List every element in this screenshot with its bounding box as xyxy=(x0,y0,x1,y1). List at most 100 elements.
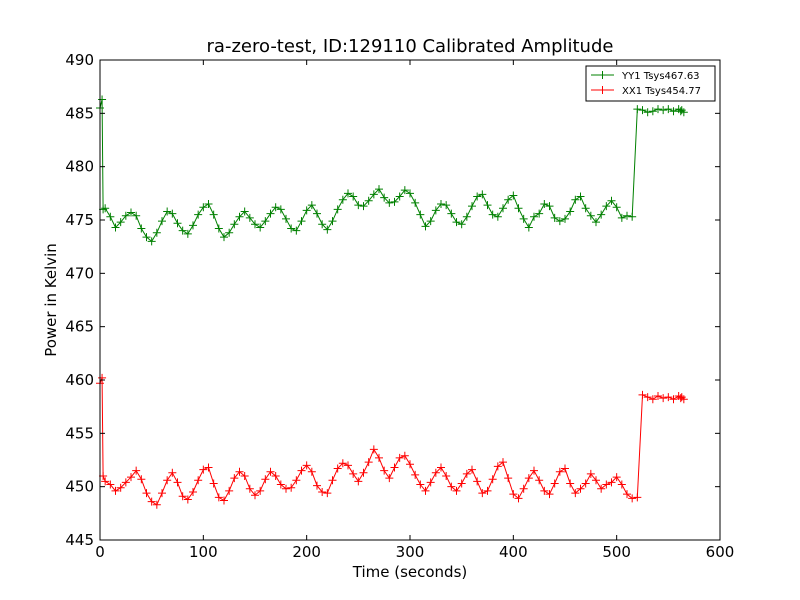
data-point xyxy=(328,476,337,485)
data-point xyxy=(524,474,533,483)
data-point xyxy=(664,393,673,402)
data-point xyxy=(194,476,203,485)
data-point xyxy=(385,198,394,207)
data-point xyxy=(364,458,373,467)
data-point xyxy=(142,233,151,242)
data-point xyxy=(602,202,611,211)
data-point xyxy=(152,500,161,509)
data-point xyxy=(638,390,647,399)
data-point xyxy=(395,192,404,201)
data-point xyxy=(442,472,451,480)
data-point xyxy=(586,469,595,478)
data-point xyxy=(468,465,476,474)
data-point xyxy=(581,479,590,488)
data-point xyxy=(499,204,507,213)
y-tick-label: 485 xyxy=(65,104,94,122)
data-point xyxy=(256,486,265,495)
data-point xyxy=(230,474,239,483)
data-point xyxy=(245,484,254,493)
data-point xyxy=(473,192,482,201)
data-point xyxy=(271,472,280,480)
data-point xyxy=(307,467,316,476)
data-point xyxy=(545,490,554,499)
data-point xyxy=(638,106,647,115)
data-point xyxy=(617,213,626,222)
data-point xyxy=(369,190,378,199)
data-point xyxy=(199,465,208,474)
data-point xyxy=(204,463,213,472)
data-point xyxy=(142,489,151,498)
data-point xyxy=(98,373,107,382)
data-point xyxy=(669,107,678,116)
data-point xyxy=(302,206,311,215)
data-point xyxy=(189,488,197,496)
data-point xyxy=(235,212,244,221)
y-tick-label: 460 xyxy=(65,371,94,389)
y-tick-label: 480 xyxy=(65,158,94,176)
x-axis-label: Time (seconds) xyxy=(352,563,468,581)
x-tick-label: 200 xyxy=(292,543,321,561)
data-point xyxy=(235,467,244,476)
data-point xyxy=(354,477,363,486)
data-point xyxy=(576,192,585,201)
data-point xyxy=(168,209,177,218)
data-point xyxy=(282,214,290,223)
data-point xyxy=(189,221,197,230)
data-point xyxy=(426,217,435,226)
series-line-1 xyxy=(99,99,685,243)
series-layer xyxy=(96,95,688,509)
data-point xyxy=(452,218,461,227)
data-point xyxy=(400,186,409,195)
data-point xyxy=(483,201,492,210)
data-point xyxy=(550,213,559,222)
data-point xyxy=(514,494,523,503)
data-point xyxy=(359,202,368,211)
data-point xyxy=(380,466,389,475)
data-point xyxy=(431,206,440,215)
data-point xyxy=(654,392,662,400)
data-point xyxy=(654,105,662,114)
x-tick-label: 100 xyxy=(189,543,218,561)
data-point xyxy=(364,196,373,205)
data-point xyxy=(313,481,321,490)
data-point xyxy=(344,189,352,198)
data-point xyxy=(183,229,192,238)
data-point xyxy=(173,478,182,487)
data-point xyxy=(328,217,337,226)
data-point xyxy=(390,197,399,206)
data-point xyxy=(137,475,146,484)
data-point xyxy=(612,473,621,482)
data-point xyxy=(581,204,590,213)
data-point xyxy=(421,222,430,231)
data-point xyxy=(256,223,265,232)
data-point xyxy=(607,196,616,205)
data-point xyxy=(204,200,213,208)
data-point xyxy=(561,464,569,473)
data-point xyxy=(359,468,368,477)
data-point xyxy=(571,489,580,498)
data-point xyxy=(287,224,296,233)
data-point xyxy=(669,395,678,404)
data-point xyxy=(509,191,518,200)
data-point xyxy=(183,495,192,504)
data-point xyxy=(442,201,451,210)
data-point xyxy=(457,220,466,229)
x-tick-label: 500 xyxy=(602,543,631,561)
data-point xyxy=(194,210,203,219)
data-point xyxy=(385,474,394,483)
data-point xyxy=(628,494,637,503)
data-point xyxy=(561,214,569,223)
data-point xyxy=(323,225,332,234)
data-point xyxy=(462,212,471,221)
data-point xyxy=(282,484,290,493)
data-point xyxy=(473,477,482,486)
data-point xyxy=(220,233,228,242)
data-point xyxy=(354,201,363,210)
data-point xyxy=(597,484,606,493)
data-point xyxy=(338,459,347,468)
data-point xyxy=(137,224,146,233)
data-point xyxy=(519,214,528,223)
data-point xyxy=(478,489,487,498)
y-tick-label: 455 xyxy=(65,424,94,442)
data-point xyxy=(375,185,383,194)
